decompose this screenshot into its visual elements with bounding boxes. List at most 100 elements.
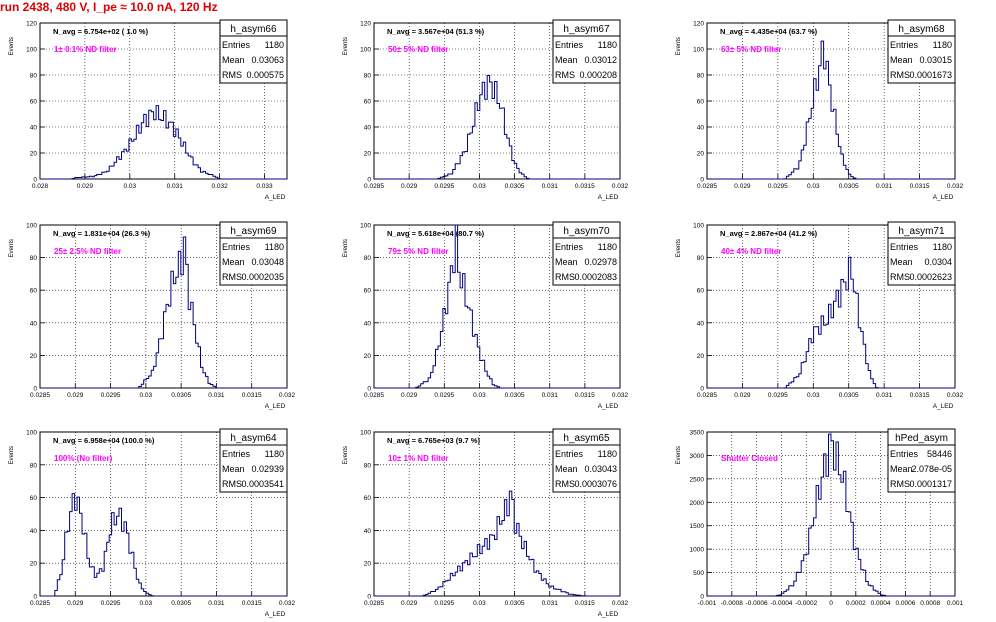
stats-value-mean: 0.0304	[924, 257, 952, 267]
y-tick-label: 60	[30, 288, 38, 295]
y-tick-label: 40	[364, 125, 372, 132]
stats-value-entries: 1180	[933, 40, 952, 50]
run-title: run 2438, 480 V, I_pe ≈ 10.0 nA, 120 Hz	[0, 0, 218, 14]
x-tick-label: 0	[829, 600, 833, 607]
x-tick-label: 0.029	[401, 392, 418, 399]
x-tick-label: 0.029	[401, 600, 418, 607]
x-tick-label: 0.032	[279, 600, 296, 607]
histogram-panel: 0.0285 0.029 0.0295 0.03 0.0305 0.031 0.0315 0.…	[343, 428, 629, 618]
stats-value-rms: 0.0003541	[241, 479, 284, 489]
x-tick-label: 0.031	[876, 392, 893, 399]
x-tick-label: -0.0008	[721, 600, 743, 607]
x-tick-label: 0.031	[208, 600, 225, 607]
stats-key: Mean	[555, 257, 578, 267]
filter-label: 63± 5% ND filter	[721, 45, 781, 54]
x-tick-label: 0.031	[167, 183, 184, 190]
histogram-line	[374, 490, 620, 597]
stats-box	[219, 237, 288, 286]
stats-title: hPed_asym	[895, 433, 948, 444]
x-tick-label: 0.0002	[846, 600, 866, 607]
stats-value-rms: 0.000575	[246, 70, 284, 80]
stats-box	[552, 35, 621, 84]
stats-key: Entries	[890, 449, 919, 459]
histogram-line	[707, 256, 955, 389]
histogram-panel: 0.0285 0.029 0.0295 0.03 0.0305 0.031 0.0315 0.…	[9, 221, 296, 410]
x-tick-label: 0.03	[473, 392, 486, 399]
x-tick-label: 0.0315	[242, 600, 262, 607]
filter-label: 50± 5% ND filter	[388, 45, 448, 54]
y-tick-label: 0	[367, 177, 371, 184]
x-tick-label: 0.0006	[895, 600, 915, 607]
filter-label: Shutter Closed	[721, 454, 778, 463]
stats-key: Entries	[890, 242, 919, 252]
stats-key: Mean	[555, 55, 578, 65]
y-tick-label: 60	[364, 495, 372, 502]
x-tick-label: 0.03	[807, 392, 820, 399]
stats-value-rms: 0.0002083	[574, 272, 617, 282]
navg-label: N_avg = 6.765e+03 (9.7 %)	[387, 436, 480, 445]
stats-key: Mean	[222, 464, 245, 474]
y-tick-label: 100	[26, 223, 37, 230]
y-tick-label: 40	[364, 528, 372, 535]
x-tick-label: 0.028	[32, 183, 49, 190]
stats-key: RMS	[222, 272, 242, 282]
x-tick-label: -0.0002	[795, 600, 817, 607]
stats-value-rms: 0.0001673	[909, 70, 952, 80]
histogram-line	[707, 433, 955, 597]
y-tick-label: 80	[30, 462, 38, 469]
x-tick-label: 0.0295	[434, 600, 454, 607]
y-tick-label: 2000	[690, 500, 705, 507]
stats-key: Mean	[222, 257, 245, 267]
filter-label: 40± 4% ND filter	[721, 247, 781, 256]
y-tick-label: 100	[360, 430, 371, 437]
y-tick-label: 60	[30, 495, 38, 502]
x-tick-label: 0.031	[542, 600, 559, 607]
x-tick-label: 0.0285	[364, 600, 384, 607]
stats-key: RMS	[222, 479, 242, 489]
y-tick-label: 120	[26, 21, 37, 28]
y-axis-label: Events	[9, 446, 15, 464]
y-axis-label: Events	[9, 239, 15, 257]
y-axis-label: Events	[343, 446, 349, 464]
x-tick-label: 0.0295	[101, 600, 121, 607]
y-tick-label: 20	[30, 151, 38, 158]
y-axis-label: Events	[343, 37, 349, 55]
y-tick-label: 60	[30, 99, 38, 106]
stats-key: RMS	[890, 479, 910, 489]
y-tick-label: 80	[364, 73, 372, 80]
navg-label: N_avg = 6.754e+02 ( 1.0 %)	[53, 27, 149, 36]
y-tick-label: 100	[360, 223, 371, 230]
histogram-panel: 0.0285 0.029 0.0295 0.03 0.0305 0.031 0.0315 0.…	[343, 221, 629, 410]
stats-key: Mean	[222, 55, 245, 65]
y-tick-label: 20	[30, 353, 38, 360]
x-tick-label: 0.0305	[839, 392, 859, 399]
y-axis-label: Events	[676, 446, 682, 464]
stats-value-entries: 1180	[265, 449, 284, 459]
stats-box	[887, 444, 956, 493]
x-tick-label: 0.0285	[30, 392, 50, 399]
y-tick-label: 80	[364, 255, 372, 262]
x-tick-label: 0.03	[473, 183, 486, 190]
y-tick-label: 20	[364, 353, 372, 360]
stats-box	[219, 444, 288, 493]
x-tick-label: -0.001	[698, 600, 717, 607]
histogram-panel: 0.0285 0.029 0.0295 0.03 0.0305 0.031 0.0315 0.…	[676, 221, 964, 410]
stats-title: h_asym64	[230, 433, 277, 444]
x-tick-label: 0.0004	[871, 600, 891, 607]
stats-title: h_asym69	[230, 226, 277, 237]
stats-box	[887, 237, 956, 286]
histogram-panel: -0.001 -0.0008 -0.0006 -0.0004 -0.0002 0 0.000…	[676, 428, 964, 607]
y-tick-label: 1000	[690, 547, 705, 554]
x-tick-label: 0.032	[612, 183, 629, 190]
y-tick-label: 80	[697, 255, 705, 262]
x-tick-label: 0.03	[140, 392, 153, 399]
y-axis-label: Events	[9, 37, 15, 55]
y-tick-label: 40	[30, 320, 38, 327]
x-tick-label: 0.0295	[434, 392, 454, 399]
histogram-line	[40, 105, 287, 180]
x-tick-label: 0.029	[734, 392, 751, 399]
y-tick-label: 20	[364, 151, 372, 158]
stats-key: Mean	[890, 55, 913, 65]
stats-key: RMS	[555, 479, 575, 489]
